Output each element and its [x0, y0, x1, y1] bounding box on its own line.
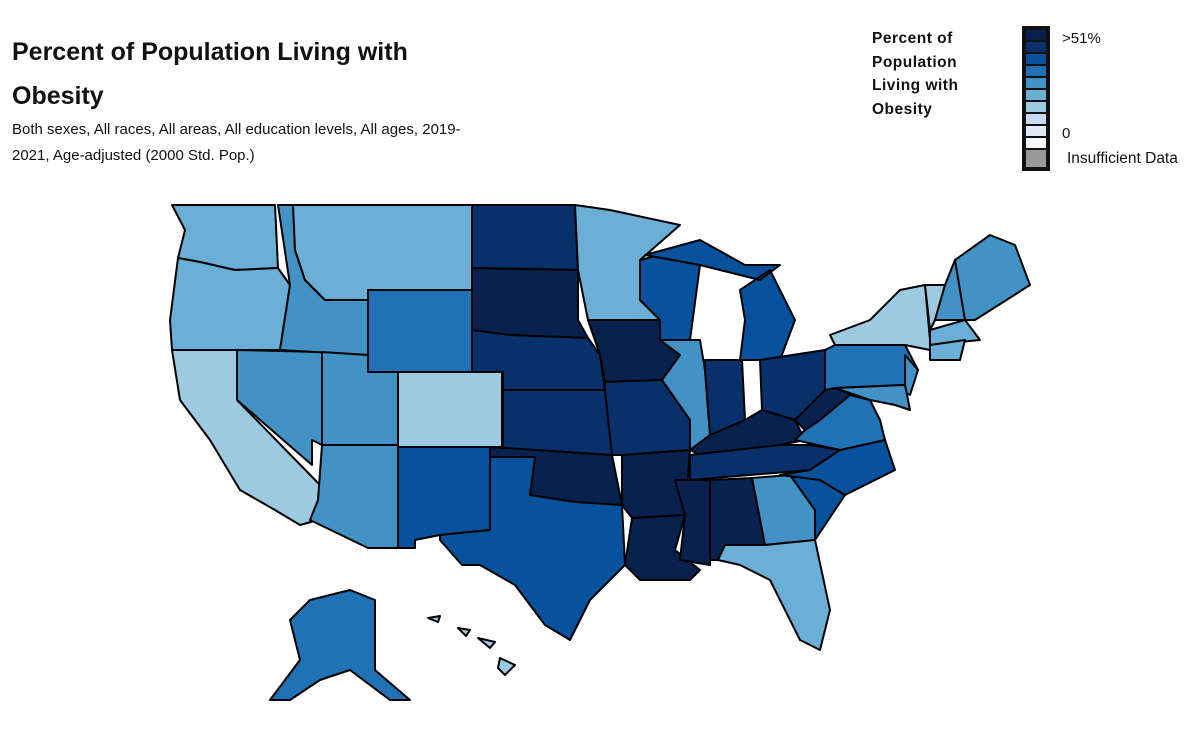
state-wyoming[interactable]: Wyoming	[367, 289, 473, 373]
state-arizona[interactable]: Arizona	[309, 444, 399, 549]
state-colorado[interactable]: Colorado	[397, 371, 503, 448]
state-louisiana[interactable]: Louisiana	[624, 514, 701, 581]
state-north-carolina[interactable]: North Carolina	[779, 439, 896, 496]
legend-swatch	[1026, 90, 1046, 100]
state-texas[interactable]: Texas	[439, 456, 626, 641]
state-maryland[interactable]: Maryland	[834, 384, 911, 411]
state-oregon[interactable]: Oregon	[169, 257, 291, 351]
state-massachusetts[interactable]: Massachusetts	[929, 319, 981, 346]
legend-swatch	[1026, 78, 1046, 88]
state-maine[interactable]: Maine	[954, 234, 1031, 321]
legend-swatch	[1026, 30, 1046, 40]
map-subtitle: Both sexes, All races, All areas, All ed…	[12, 121, 461, 164]
legend-swatch	[1026, 42, 1046, 52]
state-hawaii[interactable]: Hawaii	[427, 615, 516, 676]
legend-swatch	[1026, 126, 1046, 136]
legend-swatch	[1026, 102, 1046, 112]
legend-swatches	[1022, 26, 1050, 171]
state-north-dakota[interactable]: North Dakota	[471, 204, 579, 271]
state-new-york[interactable]: New York	[829, 284, 931, 351]
state-south-dakota[interactable]: South Dakota	[471, 267, 589, 339]
state-alaska[interactable]: Alaska	[269, 589, 411, 701]
state-kansas[interactable]: Kansas	[502, 389, 613, 456]
legend-min-label: 0	[1062, 125, 1071, 142]
map-title: Percent of Population Living with Obesit…	[12, 38, 408, 110]
legend-swatch	[1026, 54, 1046, 64]
legend-title: Percent of Population Living with Obesit…	[872, 30, 959, 118]
legend-swatch	[1026, 150, 1046, 167]
state-connecticut[interactable]: Connecticut	[929, 339, 966, 361]
legend-swatch	[1026, 138, 1046, 148]
state-mississippi[interactable]: Mississippi	[674, 479, 711, 566]
state-florida[interactable]: Florida	[717, 539, 831, 651]
legend-insufficient-label: Insufficient Data	[1067, 150, 1178, 167]
legend-max-label: >51%	[1062, 30, 1101, 47]
legend-swatch	[1026, 114, 1046, 124]
state-montana[interactable]: Montana	[292, 204, 473, 301]
legend-swatch	[1026, 66, 1046, 76]
